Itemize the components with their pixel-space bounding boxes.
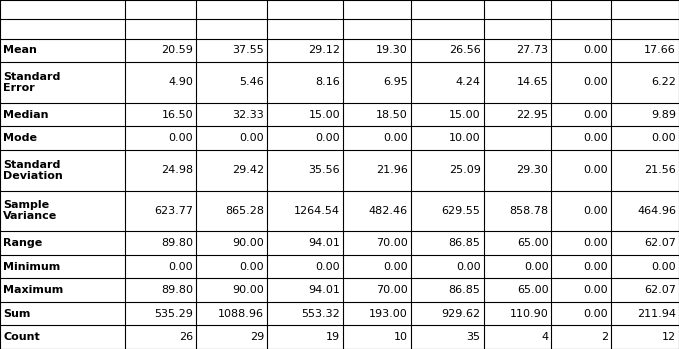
Text: 193.00: 193.00 (369, 309, 408, 319)
Text: 535.29: 535.29 (154, 309, 194, 319)
Text: 15.00: 15.00 (449, 110, 481, 120)
Text: 18.50: 18.50 (376, 110, 408, 120)
Text: 89.80: 89.80 (161, 285, 194, 295)
Text: Mean: Mean (3, 45, 37, 55)
Text: 4.24: 4.24 (456, 77, 481, 88)
Text: 5.46: 5.46 (240, 77, 264, 88)
Text: 21.96: 21.96 (376, 165, 408, 175)
Text: 0.00: 0.00 (583, 285, 608, 295)
Text: 9.89: 9.89 (651, 110, 676, 120)
Text: 629.55: 629.55 (442, 206, 481, 216)
Text: Count: Count (3, 332, 40, 342)
Text: 29.42: 29.42 (232, 165, 264, 175)
Text: 0.00: 0.00 (583, 45, 608, 55)
Text: 858.78: 858.78 (509, 206, 549, 216)
Text: 623.77: 623.77 (154, 206, 194, 216)
Text: 70.00: 70.00 (376, 285, 408, 295)
Text: 0.00: 0.00 (240, 133, 264, 143)
Text: 0.00: 0.00 (583, 77, 608, 88)
Text: 15.00: 15.00 (308, 110, 340, 120)
Text: 24.98: 24.98 (161, 165, 194, 175)
Text: 2: 2 (601, 332, 608, 342)
Text: 0.00: 0.00 (583, 206, 608, 216)
Text: 89.80: 89.80 (161, 238, 194, 248)
Text: 37.55: 37.55 (232, 45, 264, 55)
Text: Median: Median (3, 110, 48, 120)
Text: 10: 10 (394, 332, 408, 342)
Text: 90.00: 90.00 (232, 238, 264, 248)
Text: 14.65: 14.65 (517, 77, 549, 88)
Text: 35.56: 35.56 (308, 165, 340, 175)
Text: 19.30: 19.30 (376, 45, 408, 55)
Text: 6.22: 6.22 (651, 77, 676, 88)
Text: 86.85: 86.85 (449, 238, 481, 248)
Text: 35: 35 (466, 332, 481, 342)
Text: 211.94: 211.94 (637, 309, 676, 319)
Text: 929.62: 929.62 (441, 309, 481, 319)
Text: 0.00: 0.00 (583, 309, 608, 319)
Text: 0.00: 0.00 (651, 261, 676, 272)
Text: Standard
Error: Standard Error (3, 72, 60, 93)
Text: 8.16: 8.16 (315, 77, 340, 88)
Text: 0.00: 0.00 (651, 133, 676, 143)
Text: 94.01: 94.01 (308, 285, 340, 295)
Text: 65.00: 65.00 (517, 238, 549, 248)
Text: 1088.96: 1088.96 (218, 309, 264, 319)
Text: 86.85: 86.85 (449, 285, 481, 295)
Text: Sample
Variance: Sample Variance (3, 200, 57, 222)
Text: 0.00: 0.00 (384, 133, 408, 143)
Text: Standard
Deviation: Standard Deviation (3, 159, 62, 181)
Text: 29.12: 29.12 (308, 45, 340, 55)
Text: 62.07: 62.07 (644, 238, 676, 248)
Text: Minimum: Minimum (3, 261, 60, 272)
Text: 65.00: 65.00 (517, 285, 549, 295)
Text: 1264.54: 1264.54 (294, 206, 340, 216)
Text: 0.00: 0.00 (583, 133, 608, 143)
Text: 4: 4 (541, 332, 549, 342)
Text: 16.50: 16.50 (162, 110, 194, 120)
Text: 0.00: 0.00 (583, 165, 608, 175)
Text: 29: 29 (250, 332, 264, 342)
Text: Range: Range (3, 238, 42, 248)
Text: 4.90: 4.90 (168, 77, 194, 88)
Text: 70.00: 70.00 (376, 238, 408, 248)
Text: 12: 12 (662, 332, 676, 342)
Text: 6.95: 6.95 (383, 77, 408, 88)
Text: 0.00: 0.00 (456, 261, 481, 272)
Text: 90.00: 90.00 (232, 285, 264, 295)
Text: 0.00: 0.00 (168, 133, 194, 143)
Text: Mode: Mode (3, 133, 37, 143)
Text: 110.90: 110.90 (510, 309, 549, 319)
Text: 865.28: 865.28 (225, 206, 264, 216)
Text: 0.00: 0.00 (384, 261, 408, 272)
Text: 20.59: 20.59 (162, 45, 194, 55)
Text: 553.32: 553.32 (301, 309, 340, 319)
Text: 62.07: 62.07 (644, 285, 676, 295)
Text: 0.00: 0.00 (583, 110, 608, 120)
Text: 0.00: 0.00 (240, 261, 264, 272)
Text: 0.00: 0.00 (524, 261, 549, 272)
Text: 10.00: 10.00 (449, 133, 481, 143)
Text: 21.56: 21.56 (644, 165, 676, 175)
Text: 25.09: 25.09 (449, 165, 481, 175)
Text: 0.00: 0.00 (583, 261, 608, 272)
Text: Sum: Sum (3, 309, 31, 319)
Text: Maximum: Maximum (3, 285, 63, 295)
Text: 32.33: 32.33 (232, 110, 264, 120)
Text: 22.95: 22.95 (517, 110, 549, 120)
Text: 26: 26 (179, 332, 194, 342)
Text: 0.00: 0.00 (168, 261, 194, 272)
Text: 17.66: 17.66 (644, 45, 676, 55)
Text: 482.46: 482.46 (369, 206, 408, 216)
Text: 19: 19 (326, 332, 340, 342)
Text: 29.30: 29.30 (517, 165, 549, 175)
Text: 26.56: 26.56 (449, 45, 481, 55)
Text: 94.01: 94.01 (308, 238, 340, 248)
Text: 0.00: 0.00 (316, 261, 340, 272)
Text: 0.00: 0.00 (316, 133, 340, 143)
Text: 27.73: 27.73 (517, 45, 549, 55)
Text: 0.00: 0.00 (583, 238, 608, 248)
Text: 464.96: 464.96 (637, 206, 676, 216)
